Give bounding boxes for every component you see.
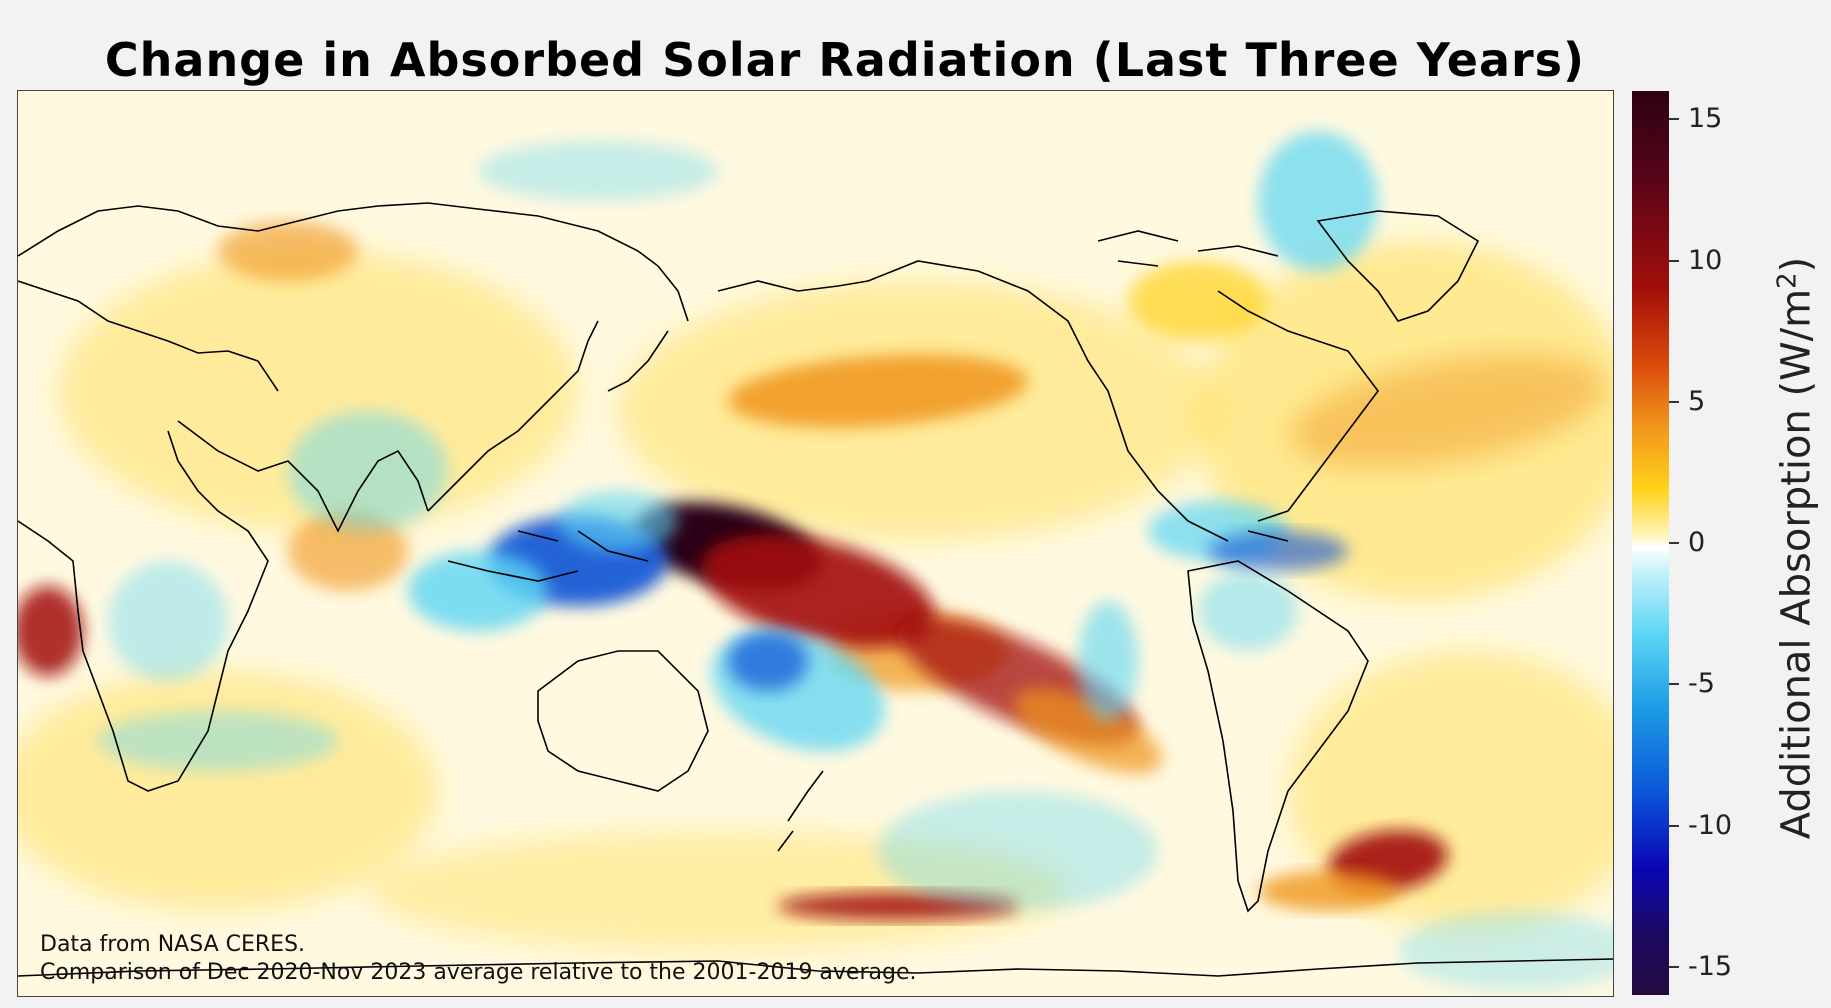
map-heatmap-panel: Data from NASA CERES. Comparison of Dec … bbox=[17, 90, 1614, 997]
anomaly-blob bbox=[1258, 131, 1378, 271]
anomaly-blob bbox=[728, 631, 808, 691]
anomaly-blob bbox=[1398, 911, 1613, 991]
anomaly-blob bbox=[218, 221, 358, 281]
anomaly-blob bbox=[878, 791, 1158, 911]
colorbar-tick-label: 15 bbox=[1688, 103, 1723, 135]
coastline bbox=[427, 320, 599, 512]
anomaly-blob bbox=[558, 491, 678, 551]
anomaly-blob bbox=[478, 141, 718, 201]
colorbar-tick-label: -5 bbox=[1688, 668, 1715, 700]
anomaly-blob bbox=[1198, 571, 1298, 651]
colorbar bbox=[1632, 91, 1669, 995]
coastline bbox=[777, 770, 824, 852]
anomaly-blob bbox=[288, 511, 408, 591]
anomaly-blob bbox=[108, 561, 228, 681]
colorbar-tick-mark bbox=[1669, 965, 1679, 968]
anomaly-blob bbox=[408, 551, 548, 631]
coastline bbox=[1217, 290, 1379, 522]
map-svg bbox=[18, 91, 1613, 996]
coastline bbox=[18, 958, 1613, 977]
colorbar-title-main: Additional Absorption (W/m bbox=[1773, 288, 1820, 840]
colorbar-title: Additional Absorption (W/m2) bbox=[1772, 257, 1819, 840]
anomaly-blob bbox=[98, 711, 338, 771]
coastline bbox=[18, 280, 279, 392]
colorbar-tick-mark bbox=[1669, 400, 1679, 403]
anomaly-field bbox=[18, 131, 1613, 991]
coastline bbox=[18, 430, 269, 792]
coastline bbox=[1097, 230, 1279, 267]
colorbar-tick-mark bbox=[1669, 824, 1679, 827]
anomaly-blob bbox=[1258, 871, 1398, 911]
colorbar-tick-label: -15 bbox=[1688, 950, 1733, 982]
colorbar-tick-mark bbox=[1669, 542, 1679, 544]
colorbar-title-end: ) bbox=[1773, 256, 1820, 273]
coastline bbox=[657, 265, 869, 322]
colorbar-tick-label: -10 bbox=[1688, 809, 1733, 841]
anomaly-blob bbox=[1128, 261, 1268, 341]
footnote-comparison: Comparison of Dec 2020-Nov 2023 average … bbox=[40, 960, 917, 985]
colorbar-tick-label: 0 bbox=[1688, 527, 1706, 558]
anomaly-blob bbox=[728, 354, 1028, 428]
anomaly-blob bbox=[1290, 354, 1606, 468]
coastline bbox=[1187, 560, 1369, 913]
anomaly-blob bbox=[58, 251, 578, 531]
anomaly-blob bbox=[1208, 531, 1348, 571]
coastlines bbox=[18, 202, 1613, 977]
coastline bbox=[537, 650, 709, 792]
colorbar-title-sup: 2 bbox=[1772, 272, 1803, 289]
anomaly-blob bbox=[18, 671, 438, 911]
coastline bbox=[1316, 210, 1480, 322]
anomaly-blob bbox=[1078, 601, 1138, 721]
colorbar-tick-label: 5 bbox=[1688, 385, 1706, 417]
colorbar-tick-mark bbox=[1669, 259, 1679, 262]
coastline bbox=[18, 202, 659, 267]
anomaly-blob bbox=[1013, 688, 1163, 774]
colorbar-tick-mark bbox=[1669, 118, 1679, 121]
coastline bbox=[867, 260, 1189, 522]
anomaly-blob bbox=[288, 411, 448, 531]
colorbar-tick-label: 10 bbox=[1688, 244, 1723, 276]
colorbar-tick-mark bbox=[1669, 683, 1679, 686]
coastline bbox=[177, 420, 429, 533]
footnote-source: Data from NASA CERES. bbox=[40, 932, 306, 957]
coastline bbox=[607, 330, 669, 392]
coastline bbox=[447, 530, 649, 582]
anomaly-blob bbox=[18, 586, 83, 676]
anomaly-blob bbox=[700, 534, 936, 648]
coastline bbox=[1187, 520, 1289, 542]
chart-title: Change in Absorbed Solar Radiation (Last… bbox=[104, 33, 1586, 87]
